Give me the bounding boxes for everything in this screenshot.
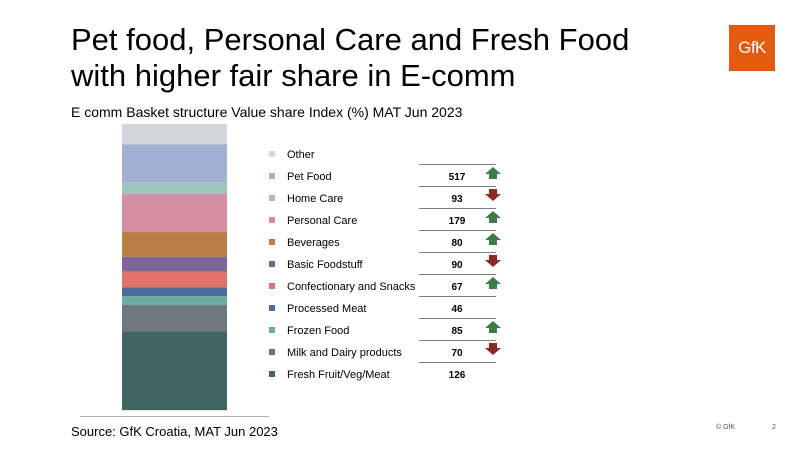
legend-swatch-home-care bbox=[269, 195, 275, 201]
trend-down-arrow-icon bbox=[485, 189, 501, 201]
legend-swatch-basic-foodstuff bbox=[269, 261, 275, 267]
bar-segment-home-care bbox=[122, 182, 227, 195]
trend-up-arrow-icon bbox=[485, 277, 501, 289]
bar-segment-other bbox=[122, 124, 227, 145]
bar-segment-pet-food bbox=[122, 144, 227, 183]
bar-segment-personal-care bbox=[122, 194, 227, 233]
legend-label-home-care: Home Care bbox=[287, 193, 343, 205]
bar-segment-processed-meat bbox=[122, 287, 227, 297]
legend-swatch-frozen-food bbox=[269, 327, 275, 333]
index-value-personal-care: 179 bbox=[449, 216, 466, 227]
source-note: Source: GfK Croatia, MAT Jun 2023 bbox=[71, 424, 278, 439]
bar-segment-frozen-food bbox=[122, 296, 227, 306]
bar-segment-fresh-fruit-veg-meat bbox=[122, 331, 227, 411]
trend-down-arrow-icon bbox=[485, 255, 501, 267]
bar-segment-confectionary-and-snacks bbox=[122, 271, 227, 288]
trend-down-arrow-icon bbox=[485, 343, 501, 355]
legend-swatch-pet-food bbox=[269, 173, 275, 179]
legend-label-beverages: Beverages bbox=[287, 237, 340, 249]
legend-swatch-milk-and-dairy-products bbox=[269, 349, 275, 355]
legend-label-milk-and-dairy-products: Milk and Dairy products bbox=[287, 347, 402, 359]
legend-swatch-processed-meat bbox=[269, 305, 275, 311]
legend-label-frozen-food: Frozen Food bbox=[287, 325, 349, 337]
index-value-fresh-fruit-veg-meat: 126 bbox=[449, 370, 466, 381]
bar-segment-basic-foodstuff bbox=[122, 256, 227, 272]
legend-swatch-fresh-fruit-veg-meat bbox=[269, 371, 275, 377]
legend-label-basic-foodstuff: Basic Foodstuff bbox=[287, 259, 364, 271]
index-value-confectionary-and-snacks: 67 bbox=[451, 282, 463, 293]
slide-title: Pet food, Personal Care and Fresh Food w… bbox=[71, 22, 691, 94]
chart-subtitle: E comm Basket structure Value share Inde… bbox=[71, 104, 463, 120]
index-value-home-care: 93 bbox=[451, 194, 463, 205]
legend-label-confectionary-and-snacks: Confectionary and Snacks bbox=[287, 281, 416, 293]
title-line-1: Pet food, Personal Care and Fresh Food bbox=[71, 22, 630, 57]
trend-up-arrow-icon bbox=[485, 321, 501, 333]
trend-up-arrow-icon bbox=[485, 211, 501, 223]
index-value-frozen-food: 85 bbox=[451, 326, 463, 337]
index-value-processed-meat: 46 bbox=[451, 304, 463, 315]
index-value-beverages: 80 bbox=[451, 238, 463, 249]
bar-segment-beverages bbox=[122, 232, 227, 257]
index-value-milk-and-dairy-products: 70 bbox=[451, 348, 463, 359]
trend-up-arrow-icon bbox=[485, 233, 501, 245]
copyright-text: © GfK bbox=[716, 424, 736, 431]
legend-swatch-personal-care bbox=[269, 217, 275, 223]
legend-label-fresh-fruit-veg-meat: Fresh Fruit/Veg/Meat bbox=[287, 369, 390, 381]
legend-swatch-beverages bbox=[269, 239, 275, 245]
legend-swatch-confectionary-and-snacks bbox=[269, 283, 275, 289]
bar-segment-milk-and-dairy-products bbox=[122, 305, 227, 332]
index-value-pet-food: 517 bbox=[449, 172, 466, 183]
legend-label-processed-meat: Processed Meat bbox=[287, 303, 366, 315]
index-value-basic-foodstuff: 90 bbox=[451, 260, 463, 271]
title-line-2: with higher fair share in E-comm bbox=[71, 58, 516, 93]
page-number: 2 bbox=[772, 424, 776, 431]
legend-label-personal-care: Personal Care bbox=[287, 215, 357, 227]
trend-up-arrow-icon bbox=[485, 167, 501, 179]
legend-swatch-other bbox=[269, 151, 275, 157]
legend-label-other: Other bbox=[287, 149, 315, 161]
gfk-logo: GfK bbox=[729, 25, 775, 71]
legend-label-pet-food: Pet Food bbox=[287, 171, 332, 183]
